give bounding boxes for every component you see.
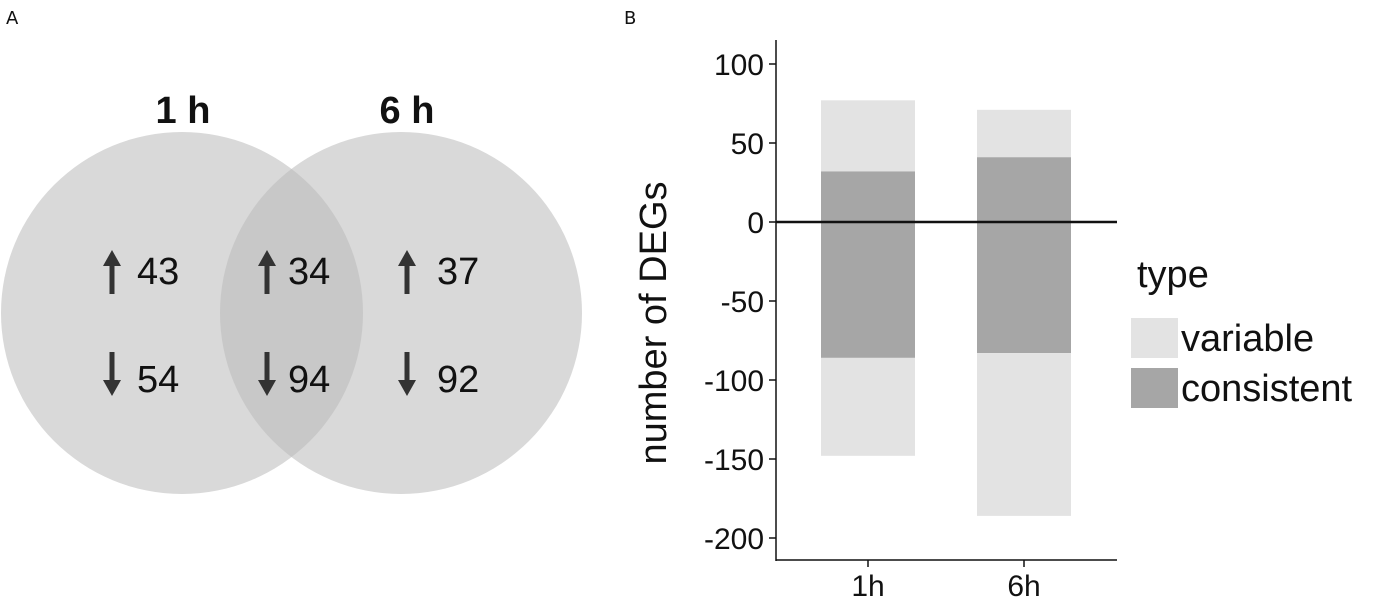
bar-consistent-positive-1h bbox=[821, 171, 915, 222]
count-overlap-up: 34 bbox=[288, 251, 330, 293]
y-tick-label: 50 bbox=[731, 128, 764, 161]
up-arrow-icon bbox=[258, 250, 276, 294]
legend-key-variable bbox=[1131, 318, 1178, 358]
count-overlap-down: 94 bbox=[288, 359, 330, 401]
y-tick-label: -50 bbox=[721, 286, 764, 319]
venn-title-6h: 6 h bbox=[380, 90, 435, 132]
count-6h-up: 37 bbox=[437, 251, 479, 293]
venn-title-1h: 1 h bbox=[156, 90, 211, 132]
bars-group bbox=[821, 100, 1071, 516]
up-arrow-icon bbox=[398, 250, 416, 294]
venn-diagram: 1 h 6 h 43 34 37 54 94 92 bbox=[1, 90, 582, 494]
x-tick-label: 1h bbox=[851, 570, 884, 603]
legend-key-consistent bbox=[1131, 368, 1178, 408]
y-tick-label: -150 bbox=[704, 444, 764, 477]
legend: type variable consistent bbox=[1131, 254, 1353, 410]
count-6h-down: 92 bbox=[437, 359, 479, 401]
down-arrow-icon bbox=[258, 352, 276, 396]
y-tick-label: -200 bbox=[704, 523, 764, 556]
panel-b-label: B bbox=[624, 8, 637, 29]
y-tick-label: 100 bbox=[714, 49, 764, 82]
legend-title: type bbox=[1137, 254, 1209, 296]
bar-variable-positive-1h bbox=[821, 100, 915, 172]
bar-consistent-negative-6h bbox=[977, 222, 1071, 354]
bar-variable-negative-1h bbox=[821, 357, 915, 456]
legend-label-consistent: consistent bbox=[1181, 368, 1353, 410]
x-tick-label: 6h bbox=[1007, 570, 1040, 603]
bar-consistent-negative-1h bbox=[821, 222, 915, 358]
bar-variable-negative-6h bbox=[977, 353, 1071, 516]
panel-a-label: A bbox=[6, 8, 19, 29]
y-tick-label: -100 bbox=[704, 365, 764, 398]
down-arrow-icon bbox=[398, 352, 416, 396]
axes-group: 100 50 0 -50 -100 -150 -200 1h 6h bbox=[704, 40, 1117, 603]
legend-label-variable: variable bbox=[1181, 318, 1314, 360]
y-tick-label: 0 bbox=[747, 207, 764, 240]
down-arrow-icon bbox=[103, 352, 121, 396]
bar-variable-positive-6h bbox=[977, 109, 1071, 158]
count-1h-up: 43 bbox=[137, 251, 179, 293]
up-arrow-icon bbox=[103, 250, 121, 294]
count-1h-down: 54 bbox=[137, 359, 179, 401]
venn-overlap-region bbox=[220, 132, 363, 494]
bar-consistent-positive-6h bbox=[977, 157, 1071, 222]
